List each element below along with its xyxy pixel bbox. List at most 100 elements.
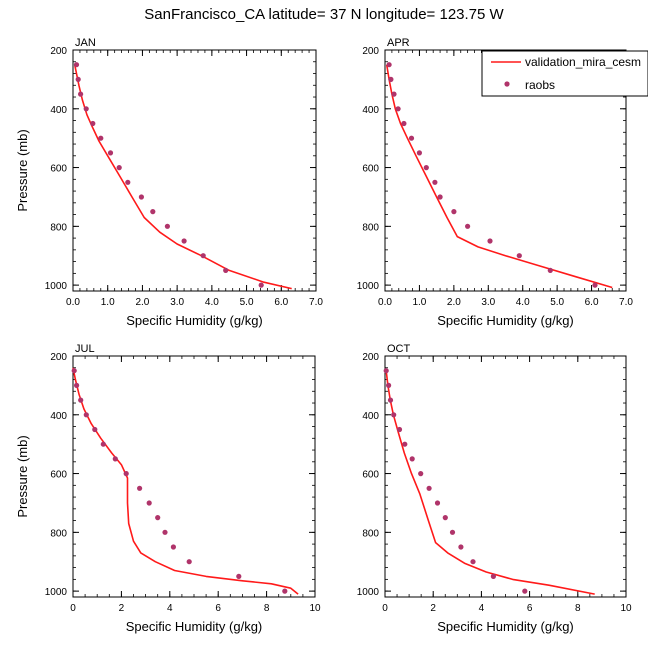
raobs-point (170, 544, 176, 550)
raobs-point (155, 515, 161, 521)
raobs-point (223, 267, 229, 273)
raobs-point (107, 150, 114, 156)
x-tick-label: 6 (215, 603, 221, 614)
chart-panel-apr: 0.0 1.0 2.0 3.0 4.0 5.0 6.0 7.0 200 400 600 800 1000… (357, 37, 634, 328)
y-axis-label: Pressure (mb) (15, 129, 30, 211)
raobs-point (522, 588, 528, 594)
y-tick-label: 1000 (45, 587, 68, 598)
x-tick-label: 2.0 (135, 297, 149, 308)
raobs-point (125, 179, 131, 185)
y-tick-label: 1000 (45, 281, 68, 292)
x-axis-label: Specific Humidity (g/kg) (437, 619, 574, 634)
y-tick-label: 400 (50, 105, 67, 116)
raobs-point (386, 62, 392, 68)
x-tick-label: 2 (119, 603, 125, 614)
y-tick-label: 400 (50, 411, 67, 422)
y-tick-label: 800 (50, 222, 67, 233)
plot-frame (384, 49, 627, 292)
x-tick-label: 5.0 (550, 297, 564, 308)
y-tick-label: 200 (362, 46, 379, 57)
raobs-point (547, 267, 553, 273)
raobs-point (451, 209, 457, 215)
plot-frame (72, 355, 316, 598)
raobs-point (423, 165, 429, 171)
raobs-point (383, 368, 389, 374)
raobs-point (426, 485, 432, 491)
raobs-point (200, 253, 206, 259)
raobs-point (98, 135, 104, 141)
raobs-point (386, 382, 392, 388)
model-profile-line (385, 370, 595, 595)
x-tick-label: 4 (479, 603, 485, 614)
x-tick-label: 4.0 (516, 297, 530, 308)
raobs-point (470, 559, 476, 565)
x-tick-label: 1.0 (101, 297, 115, 308)
x-tick-label: 10 (309, 603, 321, 614)
y-axis-label: Pressure (mb) (15, 435, 30, 517)
x-tick-label: 0 (382, 603, 388, 614)
raobs-point (116, 165, 122, 171)
x-tick-label: 8 (575, 603, 581, 614)
plot-frame (72, 49, 317, 292)
x-tick-label: 2 (430, 603, 436, 614)
raobs-point (391, 412, 397, 418)
raobs-point (434, 500, 441, 506)
x-tick-label: 0.0 (378, 297, 392, 308)
raobs-point (387, 397, 394, 403)
raobs-point (282, 588, 288, 594)
panel-title: JUL (75, 343, 95, 355)
raobs-point (75, 76, 81, 82)
raobs-point (490, 573, 496, 580)
panel-title: APR (387, 37, 410, 49)
raobs-point (516, 253, 522, 259)
x-tick-label: 0.0 (66, 297, 80, 308)
y-tick-label: 200 (362, 352, 379, 363)
raobs-point (186, 559, 192, 565)
legend-box (481, 50, 648, 97)
raobs-point (137, 485, 143, 491)
x-axis-label: Specific Humidity (g/kg) (126, 313, 263, 328)
chart-panel-jan: 0.0 1.0 2.0 3.0 4.0 5.0 6.0 7.0 200 400 600 800 1000… (15, 37, 323, 328)
raobs-point (78, 91, 84, 97)
x-tick-label: 3.0 (170, 297, 184, 308)
y-tick-label: 200 (50, 46, 67, 57)
raobs-point (100, 441, 106, 447)
raobs-point (78, 397, 84, 403)
raobs-point (442, 515, 448, 521)
x-tick-label: 7.0 (309, 297, 323, 308)
x-tick-label: 6.0 (274, 297, 288, 308)
raobs-point (437, 194, 443, 200)
raobs-point (71, 368, 77, 374)
y-tick-label: 600 (50, 164, 67, 175)
x-tick-label: 6 (527, 603, 533, 614)
y-tick-label: 400 (362, 411, 379, 422)
raobs-point (162, 529, 168, 535)
raobs-point (92, 426, 98, 433)
x-tick-label: 8 (264, 603, 270, 614)
x-axis-label: Specific Humidity (g/kg) (437, 313, 574, 328)
x-tick-label: 4.0 (205, 297, 219, 308)
raobs-point (401, 120, 407, 127)
raobs-point (416, 150, 422, 156)
x-tick-label: 0 (70, 603, 76, 614)
x-tick-label: 7.0 (619, 297, 633, 308)
raobs-point (112, 456, 118, 462)
y-tick-label: 1000 (357, 587, 380, 598)
raobs-point (487, 238, 493, 244)
raobs-point (258, 282, 264, 288)
legend-obs-label: raobs (525, 78, 555, 92)
legend-marker-swatch (504, 81, 510, 87)
raobs-point (123, 471, 129, 477)
chart-panel-jul: 0 2 4 6 8 10 200 400 600 800 1000 JUL Specific Humid… (15, 343, 321, 634)
raobs-point (74, 382, 80, 388)
raobs-point (146, 500, 152, 506)
raobs-point (83, 106, 89, 112)
x-tick-label: 3.0 (481, 297, 495, 308)
chart-panel-oct: 0 2 4 6 8 10 200 400 600 800 1000 OCT Specific Humid… (357, 343, 632, 634)
x-tick-label: 5.0 (240, 297, 254, 308)
y-tick-label: 400 (362, 105, 379, 116)
raobs-point (181, 238, 187, 244)
raobs-point (150, 209, 156, 215)
raobs-point (432, 179, 438, 185)
